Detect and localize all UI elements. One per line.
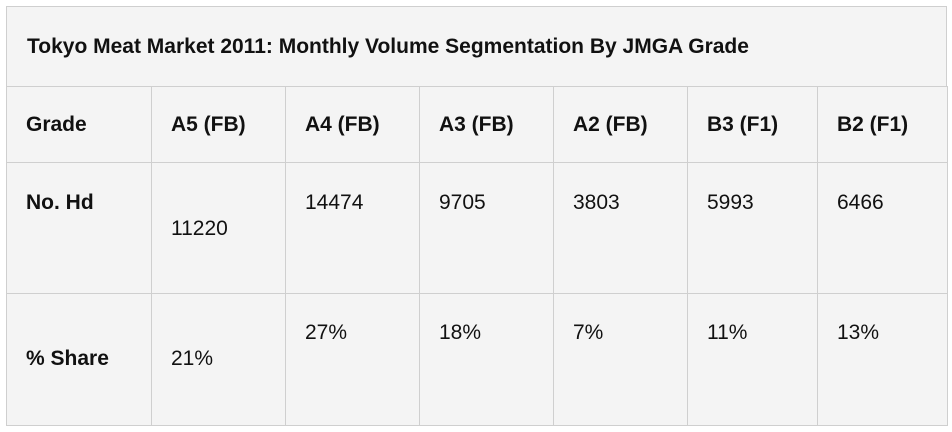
cell-value: 11% xyxy=(707,321,748,344)
row-header: % Share xyxy=(26,347,109,370)
table-cell: 9705 xyxy=(419,162,554,294)
table-cell: 3803 xyxy=(553,162,688,294)
table-cell: 7% xyxy=(553,293,688,426)
table-cell: 27% xyxy=(285,293,420,426)
table-cell: 21% xyxy=(151,293,286,426)
cell-value: 9705 xyxy=(439,191,486,214)
table-cell: 11220 xyxy=(151,162,286,294)
table-cell: 18% xyxy=(419,293,554,426)
table-cell: 13% xyxy=(817,293,948,426)
table-cell: No. Hd xyxy=(6,162,152,294)
table-cell: 11% xyxy=(687,293,818,426)
table-cell: 6466 xyxy=(817,162,948,294)
cell-value: 7% xyxy=(573,321,604,344)
cell-value: 5993 xyxy=(707,191,754,214)
table-cell: A3 (FB) xyxy=(419,86,554,163)
cell-value: 11220 xyxy=(171,217,228,240)
table-cell: Grade xyxy=(6,86,152,163)
column-header: B3 (F1) xyxy=(707,113,779,136)
table-cell: % Share xyxy=(6,293,152,426)
table-title: Tokyo Meat Market 2011: Monthly Volume S… xyxy=(27,35,749,58)
table-cell: B3 (F1) xyxy=(687,86,818,163)
table-cell: A5 (FB) xyxy=(151,86,286,163)
table-cell: A4 (FB) xyxy=(285,86,420,163)
column-header: A5 (FB) xyxy=(171,113,246,136)
column-header: A2 (FB) xyxy=(573,113,648,136)
table-cell: A2 (FB) xyxy=(553,86,688,163)
row-header: No. Hd xyxy=(26,191,94,214)
cell-value: 3803 xyxy=(573,191,620,214)
title-cell: Tokyo Meat Market 2011: Monthly Volume S… xyxy=(6,6,947,87)
cell-value: 27% xyxy=(305,321,348,344)
table-cell: 5993 xyxy=(687,162,818,294)
cell-value: 21% xyxy=(171,347,214,370)
column-header: A3 (FB) xyxy=(439,113,514,136)
column-header: A4 (FB) xyxy=(305,113,380,136)
column-header: B2 (F1) xyxy=(837,113,909,136)
table-cell: B2 (F1) xyxy=(817,86,948,163)
cell-value: 14474 xyxy=(305,191,364,214)
column-header: Grade xyxy=(26,113,87,136)
table-cell: 14474 xyxy=(285,162,420,294)
cell-value: 6466 xyxy=(837,191,884,214)
cell-value: 13% xyxy=(837,321,880,344)
cell-value: 18% xyxy=(439,321,482,344)
